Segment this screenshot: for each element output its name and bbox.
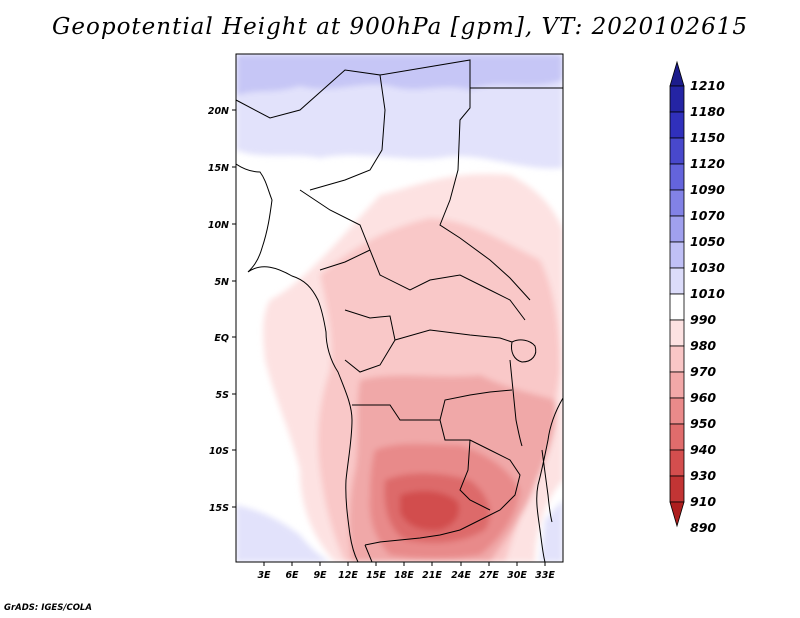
lat-label-EQ: EQ bbox=[214, 333, 229, 344]
colorbar-label-1050: 1050 bbox=[690, 234, 725, 249]
lon-label-30E: 30E bbox=[507, 570, 527, 581]
lat-label-20N: 20N bbox=[208, 106, 229, 117]
colorbar-swatch-950 bbox=[669, 397, 685, 425]
northern-borders bbox=[236, 59, 563, 301]
colorbar-label-1210: 1210 bbox=[690, 78, 725, 93]
colorbar-swatch-1120 bbox=[669, 137, 685, 165]
colorbar-label-990: 990 bbox=[690, 312, 716, 327]
lake-tanganyika bbox=[509, 359, 523, 447]
lake-victoria bbox=[511, 339, 537, 363]
field-1010-south-west bbox=[236, 505, 330, 562]
lat-label-5N: 5N bbox=[214, 277, 229, 288]
colorbar-label-1090: 1090 bbox=[690, 182, 725, 197]
lon-label-15E: 15E bbox=[366, 570, 386, 581]
lon-label-9E: 9E bbox=[313, 570, 327, 581]
colorbar-swatch-980 bbox=[669, 319, 685, 347]
colorbar-label-1150: 1150 bbox=[690, 130, 725, 145]
east-africa-coastline bbox=[536, 397, 563, 562]
colorbar-label-1180: 1180 bbox=[690, 104, 725, 119]
lake-malawi bbox=[541, 449, 553, 523]
lat-label-10S: 10S bbox=[209, 446, 229, 457]
lon-label-3E: 3E bbox=[257, 570, 271, 581]
field-1030-band bbox=[236, 54, 563, 96]
colorbar-legend: 1210 1180 1150 1120 1090 1070 1050 1030 1010 990 9… bbox=[669, 60, 725, 535]
west-africa-coastline bbox=[236, 163, 359, 562]
colorbar-label-960: 960 bbox=[690, 390, 716, 405]
colorbar-swatch-960 bbox=[669, 371, 685, 399]
height-field bbox=[236, 54, 563, 562]
southern-borders bbox=[352, 389, 521, 562]
lat-label-10N: 10N bbox=[208, 220, 229, 231]
colorbar-label-890: 890 bbox=[690, 520, 716, 535]
colorbar-swatch-1050 bbox=[669, 215, 685, 243]
map-plot-area bbox=[236, 54, 563, 562]
lon-label-12E: 12E bbox=[338, 570, 358, 581]
colorbar-swatch-1030 bbox=[669, 241, 685, 269]
lat-label-15S: 15S bbox=[209, 503, 229, 514]
colorbar-swatch-1090 bbox=[669, 163, 685, 191]
colorbar-label-1120: 1120 bbox=[690, 156, 725, 171]
colorbar-label-910: 910 bbox=[690, 494, 716, 509]
map-frame bbox=[235, 53, 564, 563]
colorbar-label-950: 950 bbox=[690, 416, 716, 431]
longitude-axis: 3E 6E 9E 12E 15E 18E 21E 24E 27E 30E 33E bbox=[257, 562, 555, 581]
coastlines-and-borders bbox=[236, 59, 563, 562]
colorbar-label-930: 930 bbox=[690, 468, 716, 483]
colorbar-label-940: 940 bbox=[690, 442, 716, 457]
colorbar-label-1070: 1070 bbox=[690, 208, 725, 223]
lon-label-27E: 27E bbox=[479, 570, 499, 581]
colorbar-swatch-940 bbox=[669, 423, 685, 451]
latitude-axis: 20N 15N 10N 5N EQ 5S 10S 15S bbox=[208, 106, 236, 514]
colorbar-swatch-1070 bbox=[669, 189, 685, 217]
colorbar-swatch-930 bbox=[669, 449, 685, 477]
lon-label-21E: 21E bbox=[422, 570, 442, 581]
colorbar-label-980: 980 bbox=[690, 338, 716, 353]
colorbar-swatch-990 bbox=[669, 293, 685, 321]
colorbar-label-1010: 1010 bbox=[690, 286, 725, 301]
central-borders bbox=[299, 189, 526, 373]
colorbar-swatch-970 bbox=[669, 345, 685, 373]
colorbar-swatch-1210 bbox=[669, 60, 685, 87]
colorbar-swatch-1180 bbox=[669, 85, 685, 113]
lon-label-24E: 24E bbox=[451, 570, 471, 581]
lat-label-15N: 15N bbox=[208, 163, 229, 174]
colorbar-label-970: 970 bbox=[690, 364, 716, 379]
lon-label-33E: 33E bbox=[535, 570, 555, 581]
colorbar-swatch-910 bbox=[669, 475, 685, 503]
field-1010-south-east bbox=[540, 500, 563, 562]
colorbar-swatch-1150 bbox=[669, 111, 685, 139]
lon-label-6E: 6E bbox=[285, 570, 299, 581]
colorbar-swatch-1010 bbox=[669, 267, 685, 295]
credit-text: GrADS: IGES/COLA bbox=[4, 603, 92, 613]
chart-title: Geopotential Height at 900hPa [gpm], VT:… bbox=[52, 14, 748, 40]
lon-label-18E: 18E bbox=[394, 570, 414, 581]
colorbar-label-1030: 1030 bbox=[690, 260, 725, 275]
field-930-band bbox=[400, 490, 460, 531]
lat-label-5S: 5S bbox=[216, 390, 230, 401]
colorbar-swatch-890 bbox=[669, 501, 685, 528]
